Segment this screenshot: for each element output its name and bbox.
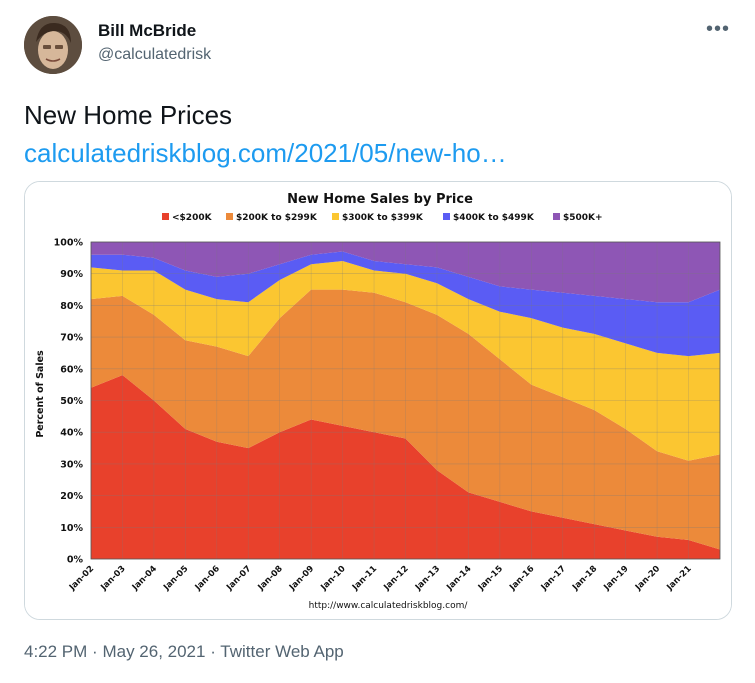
legend-label-3: $400K to $499K bbox=[453, 213, 535, 223]
y-axis: 0% 10% 20% 30% 40% 50% 60% 70% 80% 90% 100% bbox=[54, 238, 84, 566]
y-tick-label: 60% bbox=[60, 364, 83, 375]
chart-title: New Home Sales by Price bbox=[287, 192, 473, 207]
avatar[interactable] bbox=[24, 16, 82, 74]
legend-swatch-3 bbox=[443, 213, 450, 220]
chart-grid bbox=[90, 241, 721, 560]
legend-label-2: $300K to $399K bbox=[342, 213, 424, 223]
legend-swatch-4 bbox=[553, 213, 560, 220]
y-tick-label: 30% bbox=[60, 459, 83, 470]
y-tick-label: 70% bbox=[60, 333, 83, 344]
y-tick-label: 40% bbox=[60, 428, 83, 439]
y-tick-label: 50% bbox=[60, 396, 83, 407]
avatar-image bbox=[24, 16, 82, 74]
tweet-meta: 4:22 PM · May 26, 2021 · Twitter Web App bbox=[24, 642, 344, 662]
series-area-3 bbox=[91, 251, 720, 357]
chart-source: http://www.calculatedriskblog.com/ bbox=[309, 601, 469, 611]
y-tick-label: 90% bbox=[60, 269, 83, 280]
chart-plot-area bbox=[91, 242, 720, 559]
y-tick-label: 20% bbox=[60, 491, 83, 502]
y-tick-label: 0% bbox=[67, 555, 84, 566]
chart-legend: <$200K $200K to $299K $300K to $399K $400K … bbox=[162, 213, 603, 223]
author-name[interactable]: Bill McBride bbox=[98, 21, 197, 40]
chart: New Home Sales by Price <$200K $200K to $… bbox=[25, 182, 731, 619]
series-area-4 bbox=[91, 242, 720, 303]
meta-separator-1: · bbox=[92, 642, 98, 661]
y-tick-label: 80% bbox=[60, 301, 83, 312]
plot-border bbox=[90, 241, 721, 560]
tweet-text: New Home Prices bbox=[24, 100, 233, 130]
meta-separator-2: · bbox=[210, 642, 216, 661]
more-horizontal-icon[interactable]: ••• bbox=[706, 18, 731, 40]
legend-label-1: $200K to $299K bbox=[236, 213, 318, 223]
legend-swatch-0 bbox=[162, 213, 169, 220]
legend-swatch-2 bbox=[332, 213, 339, 220]
legend-label-4: $500K+ bbox=[563, 213, 603, 223]
legend-label-0: <$200K bbox=[172, 213, 213, 223]
y-tick-label: 100% bbox=[54, 238, 84, 249]
tweet-source-app[interactable]: Twitter Web App bbox=[220, 642, 344, 661]
tweet-link[interactable]: calculatedriskblog.com/2021/05/new-ho… bbox=[24, 138, 507, 168]
series-area-2 bbox=[91, 261, 720, 461]
series-area-0 bbox=[91, 375, 720, 559]
author-handle[interactable]: @calculatedrisk bbox=[98, 46, 212, 63]
y-axis-label: Percent of Sales bbox=[35, 350, 46, 438]
legend-swatch-1 bbox=[226, 213, 233, 220]
tweet-time[interactable]: 4:22 PM bbox=[24, 642, 88, 661]
series-area-1 bbox=[91, 289, 720, 550]
chart-card[interactable]: New Home Sales by Price <$200K $200K to $… bbox=[24, 181, 732, 620]
y-tick-label: 10% bbox=[60, 523, 83, 534]
tweet-date[interactable]: May 26, 2021 bbox=[102, 642, 206, 661]
